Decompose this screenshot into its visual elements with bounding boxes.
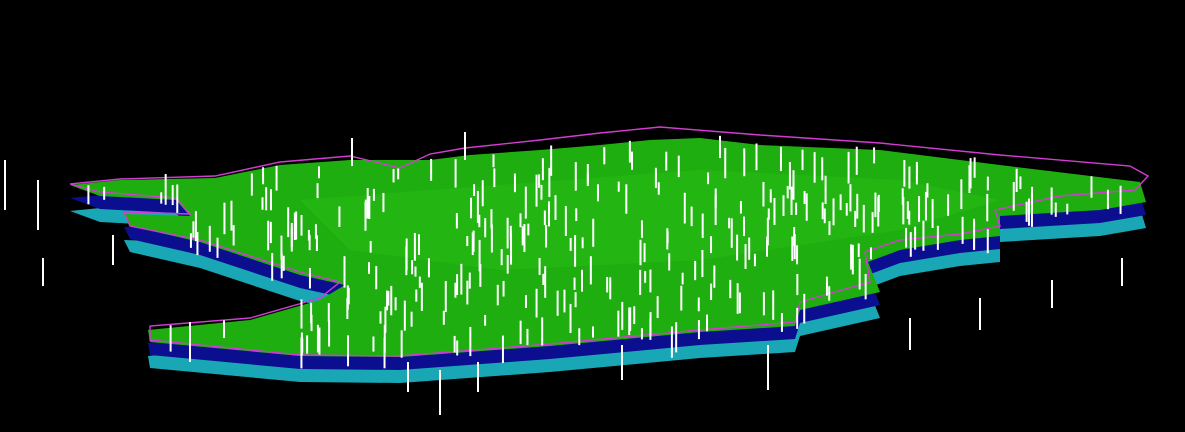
wells xyxy=(4,132,1123,415)
